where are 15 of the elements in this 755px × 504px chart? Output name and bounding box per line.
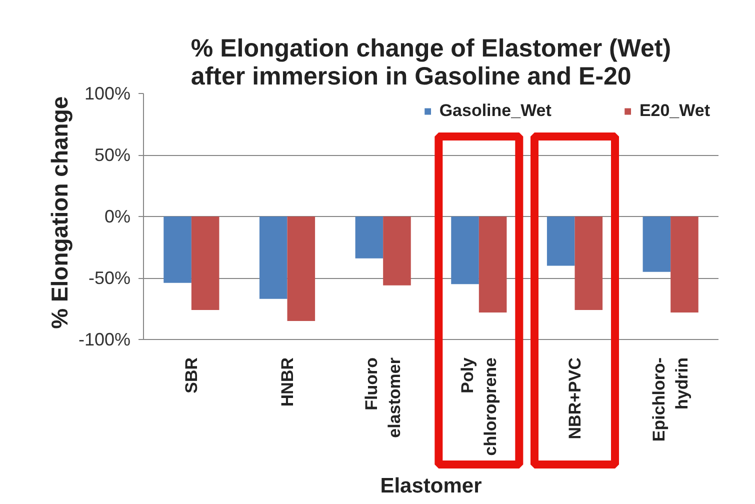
x-tick-label: Epichloro- hydrin xyxy=(650,357,692,442)
legend-label: Gasoline_Wet xyxy=(439,101,552,121)
y-tick-label: -50% xyxy=(88,268,131,288)
x-tick-label: HNBR xyxy=(278,358,297,407)
y-axis-title: % Elongation change xyxy=(46,96,72,329)
y-tick-label: 50% xyxy=(94,145,131,165)
chart-title: % Elongation change of Elastomer (Wet) after immersion in Gasoline and E-20 xyxy=(190,34,672,90)
legend-label: E20_Wet xyxy=(639,101,710,121)
y-tick-label: 0% xyxy=(104,206,130,226)
x-tick-label: SBR xyxy=(182,357,201,394)
x-axis-title: Elastomer xyxy=(380,474,482,498)
x-tick-label: Fluoro elastomer xyxy=(362,357,404,438)
y-tick-label: -100% xyxy=(78,330,130,350)
x-tick-label: NBR+PVC xyxy=(565,357,584,440)
y-tick-label: 100% xyxy=(84,84,131,104)
